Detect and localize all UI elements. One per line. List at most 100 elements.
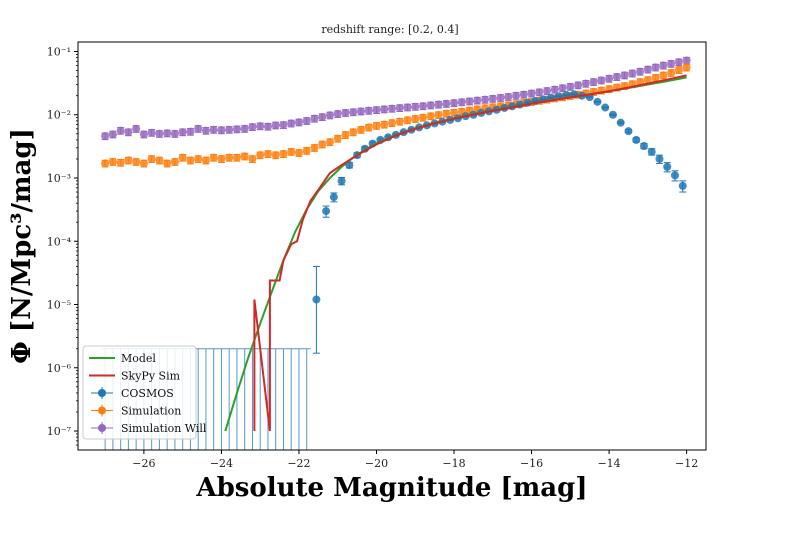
- simulation-will-point: [597, 76, 606, 85]
- simulation-will-point: [124, 128, 133, 137]
- simulation-point: [426, 112, 435, 121]
- simulation-point: [395, 117, 404, 126]
- simulation-will-point: [504, 92, 513, 101]
- simulation-will-point: [294, 118, 303, 127]
- simulation-will-point: [589, 77, 598, 86]
- simulation-will-point: [194, 124, 203, 133]
- simulation-point: [279, 149, 288, 158]
- simulation-will-point: [519, 90, 528, 99]
- simulation-point: [302, 146, 311, 155]
- simulation-will-point: [263, 122, 272, 131]
- simulation-point: [380, 120, 389, 129]
- simulation-will-point: [550, 85, 559, 94]
- cosmos-point: [663, 162, 672, 171]
- cosmos-point: [678, 181, 687, 190]
- skypy-line: [253, 74, 687, 432]
- simulation-will-point: [132, 124, 141, 133]
- simulation-point: [170, 157, 179, 166]
- simulation-will-point: [659, 61, 668, 70]
- cosmos-point: [639, 142, 648, 151]
- simulation-will-point: [605, 74, 614, 83]
- simulation-point: [139, 159, 148, 168]
- x-tick-label: −26: [132, 457, 155, 470]
- simulation-will-point: [388, 104, 396, 113]
- x-tick-label: −24: [210, 457, 233, 470]
- simulation-point: [356, 125, 365, 134]
- simulation-will-point: [287, 119, 296, 128]
- simulation-will-point: [566, 82, 575, 91]
- simulation-will-point: [411, 102, 420, 111]
- legend-marker-swatch: [98, 389, 106, 397]
- simulation-will-point: [558, 84, 567, 93]
- simulation-will-point: [380, 105, 389, 114]
- cosmos-point: [329, 193, 338, 202]
- simulation-will-point: [356, 107, 365, 116]
- simulation-point: [341, 130, 350, 139]
- legend-marker-swatch: [98, 424, 106, 432]
- simulation-will-point: [434, 100, 443, 109]
- simulation-will-point: [636, 67, 645, 76]
- simulation-point: [651, 73, 660, 82]
- simulation-point: [388, 119, 396, 128]
- simulation-will-point: [473, 96, 482, 105]
- simulation-will-point: [674, 58, 683, 67]
- simulation-will-point: [457, 98, 466, 107]
- x-tick-label: −20: [365, 457, 388, 470]
- simulation-will-point: [155, 129, 164, 138]
- simulation-will-point: [116, 126, 125, 135]
- y-tick-label: 10⁻⁵: [47, 299, 71, 312]
- simulation-will-point: [232, 125, 241, 134]
- simulation-will-point: [574, 81, 583, 90]
- y-tick-label: 10⁻⁴: [47, 235, 72, 248]
- simulation-will-point: [318, 113, 327, 122]
- simulation-will-point: [442, 99, 451, 108]
- simulation-point: [325, 138, 334, 147]
- simulation-will-point: [667, 59, 676, 68]
- simulation-point: [442, 109, 451, 118]
- simulation-will-point: [256, 122, 265, 131]
- simulation-will-point: [512, 91, 521, 100]
- simulation-will-point: [349, 108, 358, 117]
- simulation-point: [225, 153, 234, 162]
- simulation-point: [411, 114, 420, 123]
- simulation-will-point: [465, 97, 474, 106]
- simulation-will-point: [426, 101, 435, 110]
- cosmos-point: [616, 118, 625, 127]
- simulation-will-point: [201, 126, 210, 135]
- simulation-will-point: [101, 132, 110, 141]
- cosmos-point: [593, 97, 602, 106]
- axis-ticks: −26 −24 −22 −20 −18 −16 −14 −12 10⁻⁷ 10⁻⁶ 10⁻⁵ 10⁻⁴…: [47, 45, 698, 470]
- simulation-point: [232, 153, 241, 162]
- simulation-point: [240, 152, 249, 161]
- simulation-point: [263, 149, 272, 158]
- cosmos-point: [624, 127, 633, 136]
- simulation-will-point: [341, 108, 350, 117]
- simulation-point: [108, 157, 117, 166]
- simulation-will-point: [364, 106, 373, 115]
- legend-marker-swatch: [98, 406, 106, 415]
- legend-label: Simulation Will: [121, 422, 207, 435]
- y-axis-label: Φ [N/Mpc³/mag]: [7, 128, 37, 364]
- cosmos-point: [632, 135, 641, 144]
- simulation-point: [271, 151, 280, 160]
- simulation-point: [434, 111, 443, 120]
- simulation-point: [124, 156, 133, 165]
- cosmos-point: [655, 154, 664, 163]
- simulation-will-point: [147, 128, 156, 137]
- legend: Model SkyPy Sim COSMOS Simulation Simulation…: [82, 345, 207, 440]
- simulation-point: [201, 156, 210, 165]
- simulation-point: [101, 159, 110, 168]
- y-tick-label: 10⁻³: [47, 172, 71, 185]
- x-tick-label: −12: [675, 457, 698, 470]
- simulation-will-point: [496, 93, 505, 102]
- y-tick-label: 10⁻⁷: [47, 425, 72, 438]
- simulation-will-point: [527, 89, 536, 98]
- simulation-will-point: [643, 65, 652, 74]
- simulation-will-point: [325, 111, 334, 120]
- cosmos-point: [601, 103, 610, 112]
- simulation-point: [659, 71, 668, 80]
- simulation-point: [186, 156, 195, 165]
- simulation-point: [364, 123, 373, 132]
- simulation-point: [403, 116, 412, 125]
- legend-label: Model: [121, 352, 156, 365]
